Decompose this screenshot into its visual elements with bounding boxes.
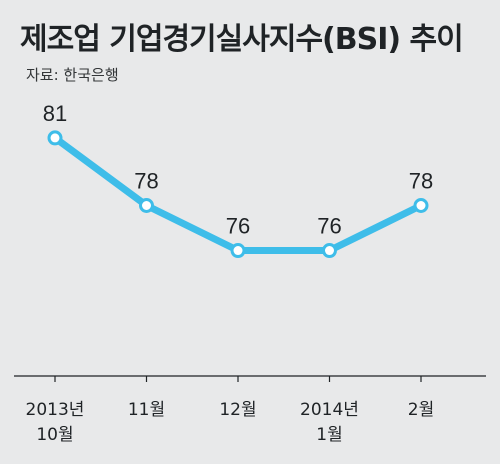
x-tick-label: 10월 bbox=[36, 425, 73, 445]
x-tick-label: 2013년 bbox=[26, 400, 85, 420]
data-point bbox=[230, 243, 246, 259]
source-note: 자료: 한국은행 bbox=[26, 66, 119, 84]
x-tick-label: 1월 bbox=[316, 425, 342, 445]
x-tick-label: 11월 bbox=[128, 400, 165, 420]
x-tick-label: 2014년 bbox=[300, 400, 359, 420]
data-label: 78 bbox=[409, 168, 433, 193]
data-label: 76 bbox=[226, 214, 250, 239]
data-point bbox=[139, 197, 154, 213]
x-tick-label: 12월 bbox=[219, 400, 256, 420]
chart-title: 제조업 기업경기실사지수(BSI) 추이 bbox=[20, 22, 464, 57]
data-label: 81 bbox=[43, 101, 67, 126]
data-label: 76 bbox=[317, 214, 341, 239]
data-point bbox=[47, 130, 63, 146]
data-point bbox=[413, 197, 429, 213]
x-tick-label: 2월 bbox=[408, 400, 434, 420]
data-point bbox=[322, 243, 337, 259]
data-label: 78 bbox=[134, 168, 158, 193]
